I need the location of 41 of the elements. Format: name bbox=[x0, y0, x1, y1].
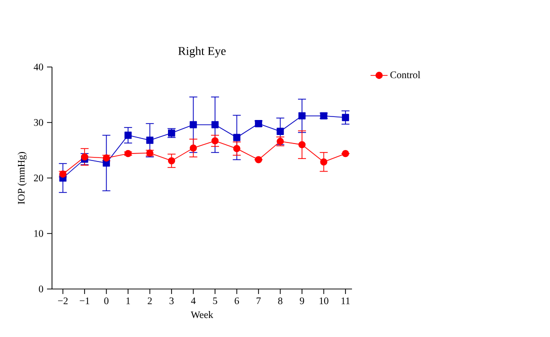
point bbox=[254, 156, 262, 164]
y-tick-label: 0 bbox=[38, 286, 44, 292]
point bbox=[190, 144, 197, 152]
point bbox=[168, 157, 176, 164]
y-tick-label: 10 bbox=[34, 230, 44, 237]
point bbox=[124, 132, 132, 139]
point bbox=[342, 150, 350, 158]
point bbox=[276, 128, 284, 135]
x-tick-label: 11 bbox=[342, 298, 350, 304]
point bbox=[146, 136, 154, 144]
y-tick-label: 30 bbox=[34, 119, 44, 126]
y-tick-label: 20 bbox=[34, 174, 44, 182]
chart-title: Right Eye bbox=[178, 46, 226, 58]
point bbox=[211, 121, 219, 128]
x-tick-label: 5 bbox=[213, 297, 218, 304]
point bbox=[81, 153, 88, 160]
x-tick-label: 2 bbox=[148, 298, 152, 304]
point bbox=[298, 112, 306, 120]
y-tick-label: 40 bbox=[34, 64, 44, 70]
x-tick-label: 4 bbox=[191, 297, 196, 304]
legend-label: Control bbox=[390, 71, 420, 78]
point bbox=[190, 121, 197, 128]
point bbox=[233, 145, 240, 152]
y-axis-title: IOP (mmHg) bbox=[18, 152, 27, 204]
x-tick-label: 8 bbox=[278, 298, 282, 304]
point bbox=[342, 114, 350, 122]
x-tick-label: 9 bbox=[300, 298, 304, 304]
x-tick-label: −2 bbox=[58, 298, 68, 304]
x-tick-label: 3 bbox=[170, 298, 174, 304]
point bbox=[124, 150, 132, 158]
point bbox=[233, 134, 240, 142]
point bbox=[211, 137, 219, 144]
x-tick-label: 1 bbox=[126, 298, 130, 304]
x-tick-label: 0 bbox=[104, 298, 108, 304]
x-tick-label: −1 bbox=[80, 298, 90, 304]
x-tick-label: 6 bbox=[234, 298, 239, 304]
x-axis-title: Week bbox=[190, 311, 214, 318]
x-tick-label: 10 bbox=[320, 298, 328, 304]
x-tick-label: 7 bbox=[256, 297, 261, 304]
point bbox=[298, 141, 306, 148]
point bbox=[320, 158, 328, 166]
